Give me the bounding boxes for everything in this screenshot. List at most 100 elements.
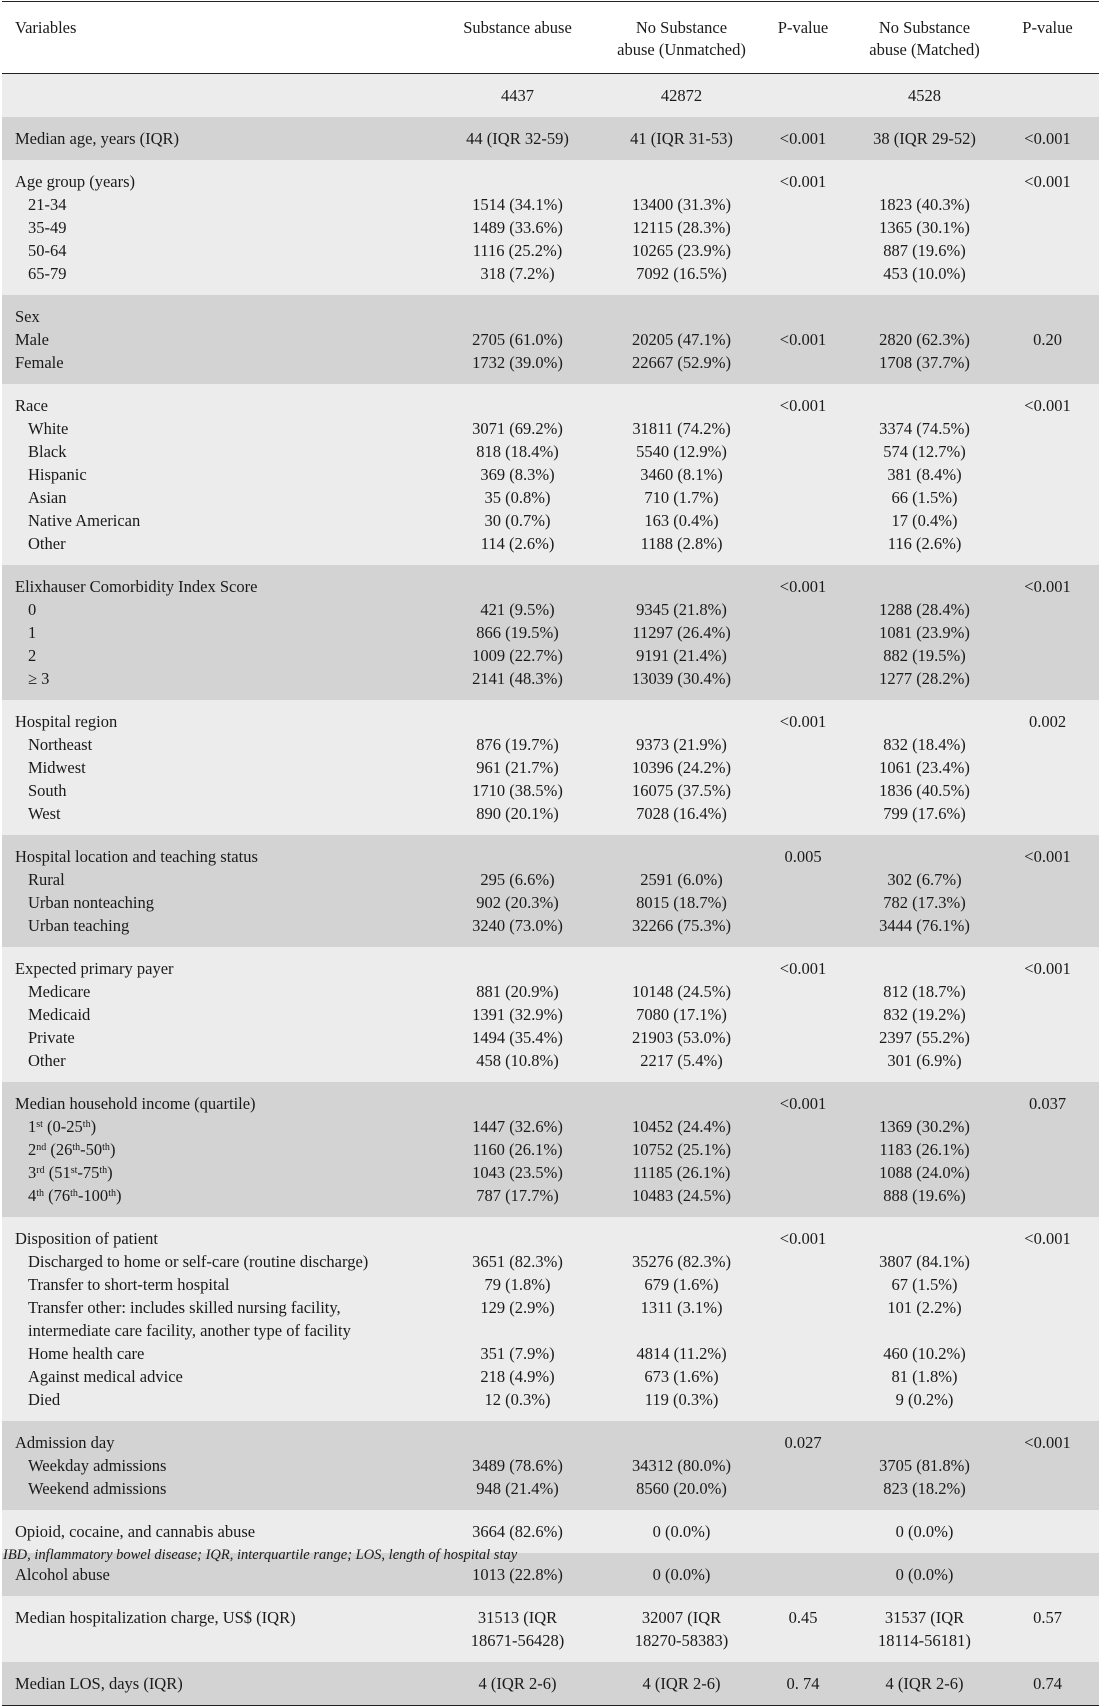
cell-no-substance-unmatched: 13400 (31.3%): [610, 193, 753, 216]
table-row: 4th (76th-100th) 787 (17.7%) 10483 (24.5%)…: [2, 1184, 1099, 1217]
table-footnote: IBD, inflammatory bowel disease; IQR, in…: [3, 1547, 518, 1563]
cell-no-substance-unmatched: 2217 (5.4%): [610, 1049, 753, 1082]
cell-no-substance-unmatched: [610, 835, 753, 868]
cell-p-value-1: 0.005: [753, 835, 853, 868]
cell-no-substance-matched: [853, 835, 996, 868]
cell-p-value-2: [996, 239, 1099, 262]
table-row: Medicare 881 (20.9%) 10148 (24.5%) 812 (18.…: [2, 980, 1099, 1003]
row-label: South: [2, 779, 425, 802]
table-row: Weekend admissions 948 (21.4%) 8560 (20.0%…: [2, 1477, 1099, 1510]
row-label: Median age, years (IQR): [2, 117, 425, 160]
cell-no-substance-unmatched: 16075 (37.5%): [610, 779, 753, 802]
row-label: Hospital location and teaching status: [2, 835, 425, 868]
cell-p-value-1: [753, 756, 853, 779]
cell-substance-abuse: 1391 (32.9%): [425, 1003, 610, 1026]
row-label: 50-64: [2, 239, 425, 262]
cell-p-value-2: [996, 1026, 1099, 1049]
cell-no-substance-matched: 1823 (40.3%): [853, 193, 996, 216]
table-row: Admission day 0.027 <0.001: [2, 1421, 1099, 1454]
table-row: Weekday admissions 3489 (78.6%) 34312 (80.…: [2, 1454, 1099, 1477]
cell-no-substance-matched: 1836 (40.5%): [853, 779, 996, 802]
cell-p-value-1: <0.001: [753, 160, 853, 193]
row-label: Admission day: [2, 1421, 425, 1454]
cell-substance-abuse: 787 (17.7%): [425, 1184, 610, 1217]
cell-no-substance-unmatched: [610, 947, 753, 980]
row-label: 3rd (51st-75th): [2, 1161, 425, 1184]
table-row: 21-34 1514 (34.1%) 13400 (31.3%) 1823 (40.3…: [2, 193, 1099, 216]
cell-p-value-2: [996, 351, 1099, 384]
cell-substance-abuse: 351 (7.9%): [425, 1342, 610, 1365]
cell-no-substance-unmatched: 673 (1.6%): [610, 1365, 753, 1388]
table-row: intermediate care facility, another type…: [2, 1319, 1099, 1342]
cell-no-substance-matched: 812 (18.7%): [853, 980, 996, 1003]
cell-p-value-1: [753, 351, 853, 384]
cell-p-value-2: <0.001: [996, 1421, 1099, 1454]
table-row: Opioid, cocaine, and cannabis abuse 3664 …: [2, 1510, 1099, 1553]
cell-p-value-1: <0.001: [753, 117, 853, 160]
cell-no-substance-unmatched: [610, 1217, 753, 1250]
table-row: 3rd (51st-75th) 1043 (23.5%) 11185 (26.1%)…: [2, 1161, 1099, 1184]
cell-no-substance-unmatched: 1188 (2.8%): [610, 532, 753, 565]
cell-no-substance-matched: 1081 (23.9%): [853, 621, 996, 644]
table-row: 1 866 (19.5%) 11297 (26.4%) 1081 (23.9%): [2, 621, 1099, 644]
row-label: Median household income (quartile): [2, 1082, 425, 1115]
row-label: White: [2, 417, 425, 440]
cell-p-value-2: 0.57: [996, 1596, 1099, 1629]
header-substance-abuse: Substance abuse: [463, 18, 572, 37]
cell-p-value-1: 0.027: [753, 1421, 853, 1454]
cell-no-substance-matched: 1183 (26.1%): [853, 1138, 996, 1161]
cell-no-substance-unmatched: 32266 (75.3%): [610, 914, 753, 947]
cell-p-value-2: [996, 1184, 1099, 1217]
cell-substance-abuse: 1009 (22.7%): [425, 644, 610, 667]
header-no-substance-unmatched: No Substance abuse (Unmatched): [610, 2, 753, 74]
table-row: Sex: [2, 295, 1099, 328]
cell-substance-abuse: [425, 1421, 610, 1454]
cell-p-value-1: [753, 1184, 853, 1217]
row-label: 1st (0-25th): [2, 1115, 425, 1138]
cell-p-value-1: [753, 1161, 853, 1184]
cell-no-substance-unmatched: 7080 (17.1%): [610, 1003, 753, 1026]
cell-p-value-2: [996, 1161, 1099, 1184]
cell-no-substance-unmatched: [610, 295, 753, 328]
count-empty-cell: [753, 73, 853, 117]
cell-p-value-1: [753, 1454, 853, 1477]
cell-p-value-2: [996, 262, 1099, 295]
cell-no-substance-unmatched: 8560 (20.0%): [610, 1477, 753, 1510]
row-label: Urban teaching: [2, 914, 425, 947]
row-label: Transfer to short-term hospital: [2, 1273, 425, 1296]
cell-p-value-2: [996, 1049, 1099, 1082]
table-row: Female 1732 (39.0%) 22667 (52.9%) 1708 (37.…: [2, 351, 1099, 384]
cell-no-substance-matched: 3444 (76.1%): [853, 914, 996, 947]
cell-no-substance-matched: 301 (6.9%): [853, 1049, 996, 1082]
cell-p-value-1: [753, 733, 853, 756]
row-label: Elixhauser Comorbidity Index Score: [2, 565, 425, 598]
cell-no-substance-unmatched: 710 (1.7%): [610, 486, 753, 509]
table-row: Black 818 (18.4%) 5540 (12.9%) 574 (12.7%): [2, 440, 1099, 463]
cell-no-substance-unmatched: 4 (IQR 2-6): [610, 1662, 753, 1706]
cell-p-value-2: [996, 756, 1099, 779]
header-p-value-1: P-value: [777, 18, 829, 37]
row-label: Urban nonteaching: [2, 891, 425, 914]
row-label: 2: [2, 644, 425, 667]
cell-p-value-2: [996, 779, 1099, 802]
cell-no-substance-unmatched: 10396 (24.2%): [610, 756, 753, 779]
cell-p-value-2: [996, 1296, 1099, 1319]
row-label: 1: [2, 621, 425, 644]
cell-p-value-1: [753, 1003, 853, 1026]
cell-substance-abuse: 369 (8.3%): [425, 463, 610, 486]
cell-p-value-1: [753, 1342, 853, 1365]
cell-no-substance-unmatched: 5540 (12.9%): [610, 440, 753, 463]
cell-no-substance-matched: 1088 (24.0%): [853, 1161, 996, 1184]
cell-no-substance-unmatched: 119 (0.3%): [610, 1388, 753, 1421]
cell-substance-abuse: 1043 (23.5%): [425, 1161, 610, 1184]
row-label: Weekend admissions: [2, 1477, 425, 1510]
cell-no-substance-unmatched: 679 (1.6%): [610, 1273, 753, 1296]
cell-p-value-2: [996, 1273, 1099, 1296]
cell-no-substance-matched: 1288 (28.4%): [853, 598, 996, 621]
row-label: Native American: [2, 509, 425, 532]
cell-p-value-1: [753, 239, 853, 262]
count-no-substance-unmatched: 42872: [610, 73, 753, 117]
header-row: Variables Substance abuse No Substance a…: [2, 1, 1099, 74]
header-nsu-line2: abuse (Unmatched): [617, 40, 746, 59]
cell-substance-abuse: 902 (20.3%): [425, 891, 610, 914]
